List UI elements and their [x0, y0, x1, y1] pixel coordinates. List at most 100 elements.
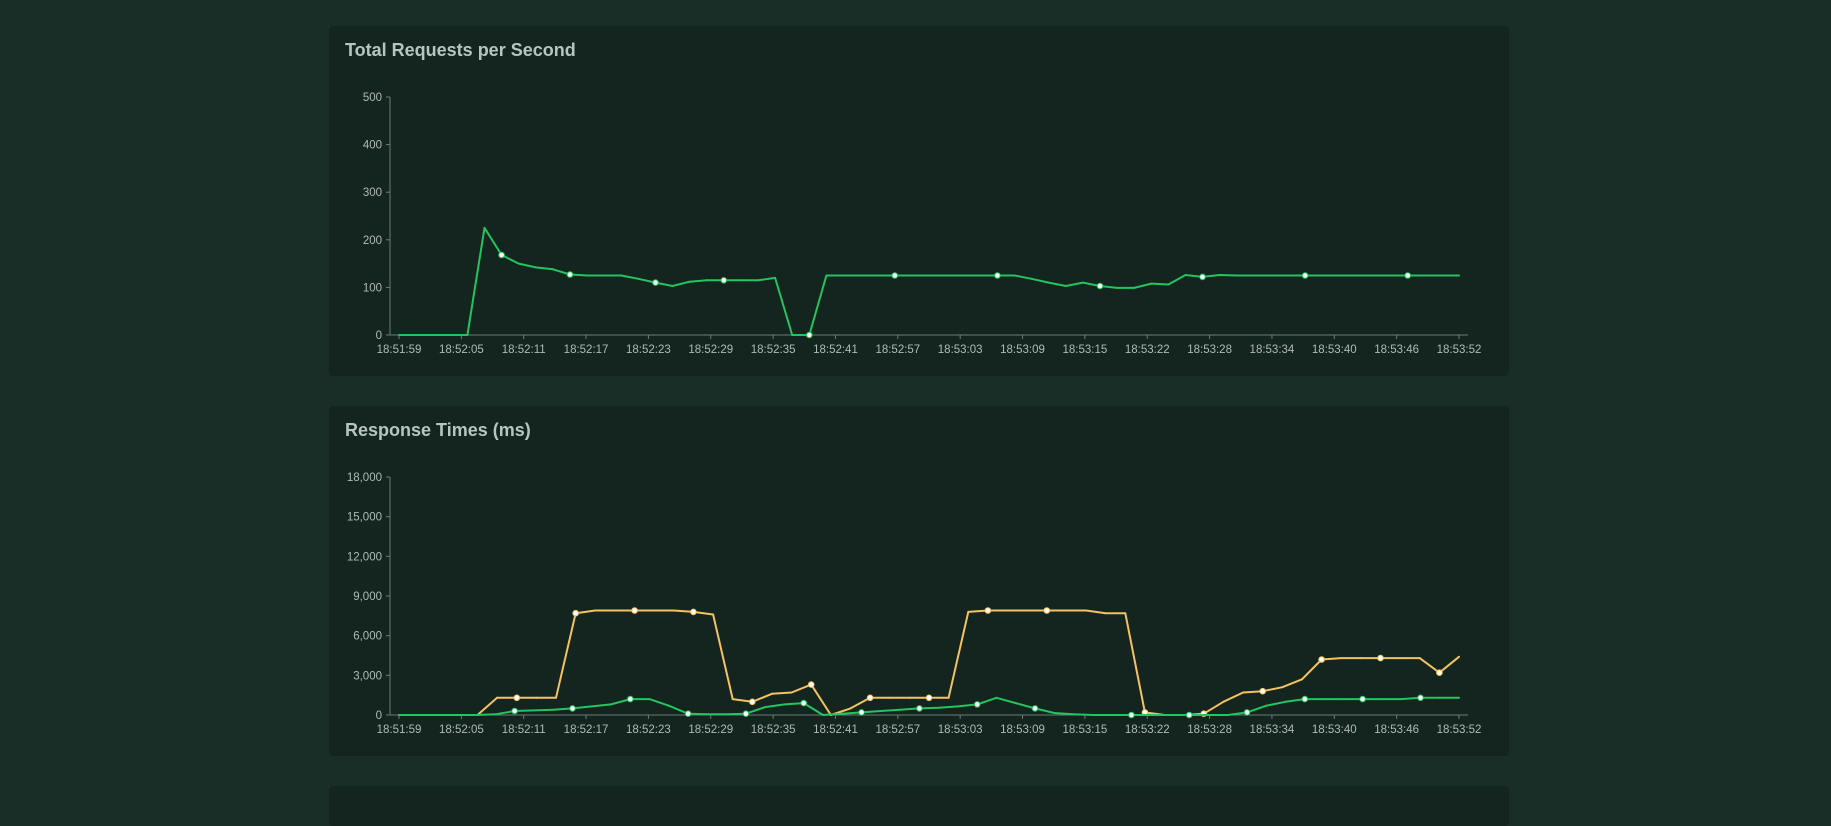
response-times-data-point: [417, 714, 420, 716]
rps-data-point: [806, 331, 813, 339]
rps-data-point: [1301, 272, 1309, 279]
rps-data-point: [1404, 272, 1411, 279]
rps-data-point: [1047, 281, 1050, 284]
response-times-data-point: [916, 705, 923, 712]
response-times-data-point: [627, 695, 634, 703]
rps-x-tick-label: 18:51:59: [377, 344, 422, 356]
response-times-data-point: [1265, 704, 1268, 707]
response-times-x-tick-label: 18:52:23: [626, 724, 671, 736]
rps-data-point: [1030, 277, 1033, 280]
rps-y-tick-label: 300: [363, 187, 382, 199]
response-times-data-point: [496, 696, 499, 699]
response-times-data-point: [552, 708, 555, 711]
response-times-y-tick-label: 18,000: [347, 472, 382, 484]
response-times-data-point: [613, 609, 616, 612]
response-times-data-point: [1222, 700, 1225, 703]
rps-data-point: [910, 274, 913, 277]
response-times-data-point: [1104, 612, 1107, 615]
response-times-data-point: [925, 694, 933, 702]
response-times-data-point: [1014, 702, 1017, 705]
response-times-data-point: [841, 712, 844, 715]
response-times-x-tick-label: 18:52:35: [751, 724, 796, 736]
response-times-x-tick-label: 18:52:17: [564, 724, 609, 736]
response-times-data-point: [513, 694, 521, 702]
response-times-data-point: [455, 714, 458, 716]
response-times-data-point: [783, 703, 786, 706]
rps-data-point: [688, 280, 691, 283]
rps-data-point: [1081, 281, 1084, 284]
response-times-data-point: [690, 608, 697, 616]
response-times-data-point: [866, 694, 874, 702]
rps-x-tick-label: 18:52:17: [564, 344, 609, 356]
response-times-data-point: [494, 713, 497, 716]
rps-y-tick-label: 100: [363, 282, 382, 294]
response-times-data-point: [1418, 657, 1421, 660]
response-times-data-point: [1284, 700, 1287, 703]
response-times-data-point: [1340, 657, 1343, 660]
rps-x-tick-label: 18:53:15: [1062, 344, 1107, 356]
rps-data-point: [1458, 274, 1460, 277]
response-times-data-point: [807, 681, 815, 688]
rps-data-point: [1252, 274, 1255, 277]
response-times-data-point: [908, 696, 911, 699]
rps-data-point: [1133, 286, 1136, 289]
response-times-data-point: [1149, 714, 1152, 716]
response-times-data-point: [1380, 698, 1383, 701]
rps-x-tick-label: 18:53:28: [1187, 344, 1232, 356]
response-times-data-point: [771, 692, 773, 695]
response-times-data-point: [1281, 686, 1284, 689]
rps-x-tick-label: 18:52:57: [875, 344, 920, 356]
response-times-data-point: [973, 701, 981, 708]
response-times-y-tick-label: 12,000: [347, 551, 382, 563]
response-times-data-point: [1399, 657, 1402, 660]
rps-data-point: [671, 285, 674, 287]
response-times-data-point: [511, 707, 518, 715]
rps-data-point: [449, 334, 452, 336]
response-times-data-point: [822, 714, 824, 716]
rps-x-tick-label: 18:53:40: [1312, 344, 1357, 356]
response-times-data-point: [610, 703, 612, 706]
response-times-data-point: [1342, 698, 1345, 701]
response-times-data-point: [1124, 612, 1127, 615]
response-times-x-tick-label: 18:53:46: [1374, 724, 1419, 736]
rps-x-tick-label: 18:53:52: [1437, 344, 1482, 356]
response-times-data-point: [653, 609, 656, 612]
rps-data-point: [652, 279, 659, 286]
rps-data-point: [928, 274, 930, 277]
response-times-x-tick-label: 18:52:57: [875, 724, 920, 736]
response-times-data-point: [1185, 711, 1193, 719]
rps-data-point: [774, 276, 777, 279]
next-chart-panel: [329, 786, 1509, 826]
response-times-data-point: [1065, 609, 1068, 612]
response-times-data-point: [764, 706, 767, 709]
rps-chart-title: Total Requests per Second: [345, 40, 576, 60]
rps-data-point: [1235, 274, 1238, 277]
response-times-data-point: [1006, 609, 1009, 612]
rps-data-point: [415, 334, 418, 336]
response-times-data-point: [899, 708, 902, 711]
rps-y-tick-label: 0: [376, 330, 382, 342]
rps-data-point: [1389, 274, 1392, 277]
rps-data-point: [1184, 274, 1187, 276]
response-times-x-tick-label: 18:52:29: [688, 724, 733, 736]
response-times-data-point: [684, 710, 692, 718]
rps-x-tick-label: 18:53:09: [1000, 344, 1045, 356]
rps-data-point: [586, 274, 589, 277]
response-times-data-point: [1458, 655, 1460, 658]
rps-data-point: [620, 274, 623, 277]
rps-data-point: [1064, 285, 1067, 287]
response-times-data-point: [956, 705, 959, 708]
response-times-data-point: [879, 710, 882, 712]
rps-data-point: [1355, 274, 1358, 277]
response-times-x-tick-label: 18:53:40: [1312, 724, 1357, 736]
rps-y-tick-label: 400: [363, 140, 382, 152]
response-times-x-tick-label: 18:53:09: [1000, 724, 1045, 736]
rps-data-point: [1167, 283, 1170, 286]
response-times-data-point: [1417, 694, 1424, 702]
rps-data-point: [994, 272, 1001, 279]
response-times-data-point: [1259, 687, 1267, 695]
response-times-data-point: [706, 713, 709, 716]
response-times-y-tick-label: 0: [376, 710, 382, 722]
rps-data-point: [720, 277, 728, 284]
response-times-data-point: [888, 696, 891, 699]
